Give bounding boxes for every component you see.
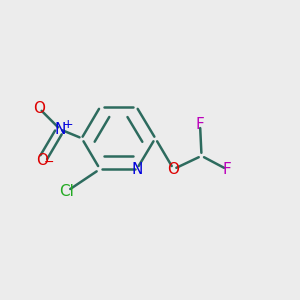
Text: O: O [168,162,180,177]
Text: −: − [44,156,55,169]
Text: N: N [131,162,142,177]
Text: +: + [63,118,74,131]
Text: O: O [34,101,46,116]
Text: O: O [36,153,48,168]
Text: Cl: Cl [59,184,74,199]
Text: F: F [196,118,204,133]
Text: N: N [55,122,66,137]
Text: F: F [222,162,231,177]
